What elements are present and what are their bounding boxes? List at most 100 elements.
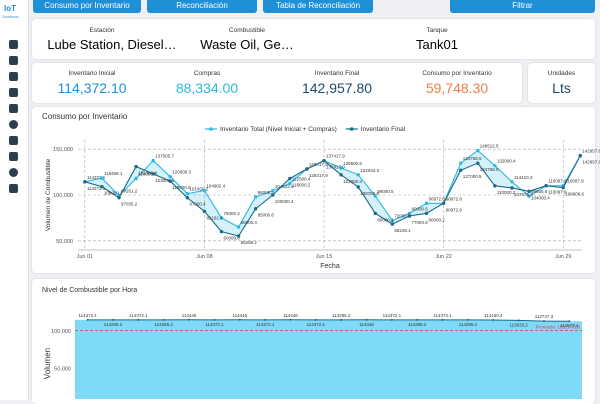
series-line (84, 155, 581, 237)
sidebar: IoT Solutions (0, 0, 29, 400)
chart-card (32, 107, 595, 273)
data-label: 114286.2 (104, 322, 123, 327)
data-label: 68248.1 (394, 228, 411, 233)
data-label: 114372.1 (307, 322, 326, 327)
point (253, 207, 258, 211)
data-label: 90972.8 (446, 196, 463, 201)
series-line (84, 149, 581, 228)
data-label: 101450.2 (189, 187, 208, 192)
point (162, 318, 165, 321)
data-label: 75000.2 (224, 211, 241, 216)
kpi-value: 59,748.30 (425, 80, 489, 96)
data-label: 128417.9 (309, 173, 328, 178)
data-label: 110097.9 (548, 190, 567, 195)
point (253, 195, 258, 199)
chart-title: Consumo por Inventario (42, 112, 128, 121)
unit-card: Unidades Lts (528, 63, 595, 103)
icon[interactable] (9, 56, 18, 65)
icon[interactable] (9, 152, 18, 161)
point (264, 318, 267, 321)
point (561, 185, 565, 190)
kpi-label: Inventario Final (314, 70, 360, 77)
y-tick-label: 100,000 (53, 193, 73, 199)
data-label: 72000.8 (394, 214, 411, 219)
kpi-value: 114,372.10 (57, 80, 127, 96)
point (86, 318, 89, 321)
point (542, 320, 545, 323)
data-label: 131000.4 (138, 171, 157, 176)
data-label: 118468.1 (104, 171, 123, 176)
data-label: 85000.6 (258, 213, 275, 218)
icon[interactable] (9, 72, 18, 81)
point (441, 201, 446, 205)
point (441, 318, 444, 321)
filter-value[interactable]: Tank01 (416, 37, 458, 52)
chart-title: Nivel de Combustible por Hora (42, 287, 137, 294)
filter-button[interactable]: Filtrar (450, 0, 595, 13)
point (424, 201, 429, 205)
point (213, 318, 216, 321)
data-label: 90972.8 (446, 207, 463, 212)
data-label: 123000.5 (155, 178, 174, 183)
point (390, 318, 393, 321)
icon[interactable] (9, 120, 18, 129)
x-axis-label: Fecha (320, 263, 340, 270)
data-label: 104000.4 (531, 195, 550, 200)
icon[interactable] (9, 184, 18, 193)
average-label: Promedio: 100,374.60 (536, 324, 581, 329)
data-label: 108000.6 (565, 192, 584, 197)
nav-button[interactable]: Tabla de Reconciliación (263, 0, 373, 13)
point (578, 153, 582, 158)
point (356, 173, 360, 177)
point (314, 318, 317, 321)
data-label: 137417.9 (326, 154, 345, 159)
nav-button[interactable]: Consumo por Inventario (33, 0, 141, 13)
data-label: 77094.6 (411, 220, 428, 225)
point (322, 159, 326, 163)
data-label: 114446 (232, 313, 247, 318)
data-label: 142957.8 (582, 149, 600, 154)
x-tick-label: Jun 22 (435, 254, 452, 260)
data-label: 97000.4 (189, 202, 206, 207)
point (458, 161, 463, 165)
icon[interactable] (9, 40, 18, 49)
data-label: 134758.5 (480, 167, 499, 172)
y-axis-label: Volumen de Combustible (45, 158, 52, 231)
point (510, 180, 514, 184)
point (373, 211, 377, 216)
icon[interactable] (9, 88, 18, 97)
data-label: 128417.9 (309, 162, 328, 167)
difference-shading (84, 150, 581, 237)
data-label: 100000.4 (275, 199, 294, 204)
point (365, 318, 368, 321)
brand-sub: Solutions (2, 14, 19, 19)
data-label: 142957.8 (582, 160, 600, 165)
y-axis-label: Volumen (43, 348, 52, 379)
kpi-label: Inventario Inicial (68, 70, 116, 77)
data-label: 97035.2 (121, 202, 138, 207)
nav-button[interactable]: Reconciliación (147, 0, 257, 13)
legend-label: Inventario Final (361, 126, 406, 133)
filter-value[interactable]: Lube Station, Diesel… (47, 37, 177, 52)
x-tick-label: Jun 15 (316, 254, 333, 260)
data-label: 114286.2 (408, 322, 427, 327)
point (458, 168, 463, 172)
icon[interactable] (9, 168, 18, 177)
point (492, 319, 495, 322)
icon[interactable] (9, 136, 18, 145)
icon[interactable] (9, 104, 18, 113)
data-label: 129500.6 (343, 161, 362, 166)
data-label: 82192.4 (206, 215, 223, 220)
data-label: 134758.5 (463, 156, 482, 161)
point (493, 163, 497, 168)
x-tick-label: Jun 08 (196, 254, 213, 260)
point (407, 214, 412, 218)
point (340, 318, 343, 321)
y-tick-label: 150,000 (53, 147, 73, 153)
area (75, 319, 582, 399)
filter-value[interactable]: Waste Oil, Ge… (200, 37, 294, 52)
data-label: 107675.3 (514, 192, 533, 197)
point (100, 176, 104, 180)
point (356, 185, 360, 189)
